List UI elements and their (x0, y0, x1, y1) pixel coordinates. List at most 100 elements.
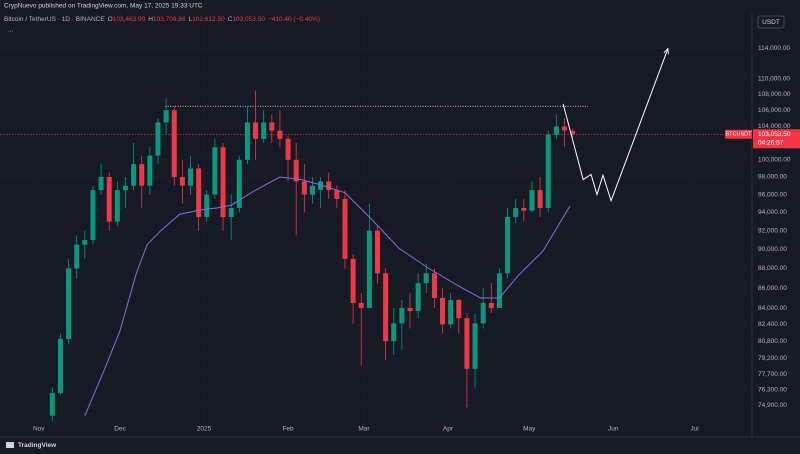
y-tick-label: 88,000.00 (758, 265, 787, 272)
candle-body (464, 318, 470, 369)
symbol-tag (725, 129, 752, 139)
ohlc-value: 103,463.90 (113, 16, 146, 23)
candle-body (448, 299, 454, 325)
candle-body (163, 110, 169, 123)
y-tick-label: 77,700.00 (758, 371, 787, 378)
candle-body (204, 194, 210, 217)
candle-body (366, 230, 372, 309)
candle-body (261, 122, 267, 139)
candle-body (358, 302, 364, 309)
y-tick-label: 100,000.00 (758, 157, 791, 164)
more: ... (8, 27, 14, 34)
y-tick-label: 92,000.00 (758, 227, 787, 234)
currency[interactable]: USDT (762, 19, 780, 26)
symbol-tag-label: BTCUSDT (726, 132, 753, 138)
x-tick-label: Mar (358, 426, 370, 433)
candle-body (220, 147, 226, 217)
candle-body (334, 190, 340, 199)
candle-body (545, 134, 551, 208)
candle-body (74, 244, 80, 269)
price-tag (753, 129, 800, 149)
y-tick-label: 76,300.00 (758, 386, 787, 393)
x-tick-label: May (523, 426, 536, 433)
candle-body (90, 190, 96, 241)
candle-body (553, 126, 559, 135)
candle-body (480, 302, 486, 324)
candle-body (301, 181, 307, 195)
brand: TradingView (18, 442, 57, 449)
y-tick-label: 74,900.00 (758, 402, 787, 409)
x-tick-label: Dec (114, 426, 126, 433)
candle-body (374, 230, 380, 274)
candle-body (318, 181, 324, 191)
currency-box[interactable] (757, 15, 785, 29)
y-tick-label: 96,000.00 (758, 191, 787, 198)
candle-body (114, 190, 120, 222)
candle-body (139, 164, 145, 186)
y-tick-label: 104,000.00 (758, 123, 791, 130)
candle-body (122, 185, 128, 191)
candle-body (561, 126, 567, 131)
x-tick-label: Feb (282, 426, 294, 433)
candle-body (399, 308, 405, 324)
candle-body (415, 283, 421, 312)
axes: 74,900.00 76,300.00 77,700.00 79,200.00 80,8… (33, 45, 800, 433)
y-tick-label: 84,000.00 (758, 305, 787, 312)
candle-body (196, 168, 202, 217)
candle-body (285, 138, 291, 160)
candle-body (391, 323, 397, 342)
candle-body (521, 207, 527, 211)
x-tick-label: Apr (443, 426, 454, 433)
candle-body (212, 147, 218, 195)
ohlc-key: O (108, 16, 113, 23)
candle-body (147, 155, 153, 186)
x-tick-label: 2025 (197, 426, 212, 433)
candle-body (456, 299, 462, 319)
candle-body (529, 190, 535, 211)
candle-body (472, 323, 478, 369)
x-tick-label: Jun (608, 426, 619, 433)
y-tick-label: 106,000.00 (758, 107, 791, 114)
projection-arrow (562, 48, 668, 203)
ohlc-key: H (148, 16, 153, 23)
y-tick-label: 114,000.00 (758, 45, 790, 52)
candle-body (431, 273, 437, 298)
candle-body (537, 190, 543, 208)
price-tag-label: 103,053.50 (758, 131, 791, 138)
candle-body (106, 177, 112, 222)
change: −410.40 (−0.40%) (268, 16, 320, 23)
candle-body (350, 258, 356, 303)
y-tick-label: 90,000.00 (758, 246, 787, 253)
ohlc-value: 103,053.50 (232, 16, 265, 23)
candle-body (131, 164, 137, 186)
candle-body (513, 207, 519, 217)
candle-body (407, 308, 413, 312)
y-tick-label: 82,400.00 (758, 321, 787, 328)
candle-body (66, 268, 72, 339)
candle-body (326, 181, 332, 191)
candle-body (269, 122, 275, 131)
x-tick-label: Jul (690, 426, 699, 433)
candle-body (440, 297, 446, 325)
candle-body (244, 122, 250, 160)
y-tick-label: 110,000.00 (758, 76, 790, 83)
candle-body (277, 130, 283, 139)
candle-body (570, 130, 576, 135)
candle-body (82, 240, 88, 245)
x-tick-label: Nov (33, 426, 45, 433)
candle-body (188, 168, 194, 186)
candle-body (179, 177, 185, 186)
candle-body (236, 159, 242, 208)
candle-body (309, 185, 315, 195)
candle-body (98, 177, 104, 191)
countdown: 04:26:57 (758, 140, 784, 147)
candle-body (155, 122, 161, 156)
candle-body (383, 273, 389, 342)
candle-body (253, 122, 259, 139)
candle-body (228, 207, 234, 217)
moving-average (84, 176, 571, 416)
y-tick-label: 80,800.00 (758, 338, 787, 345)
